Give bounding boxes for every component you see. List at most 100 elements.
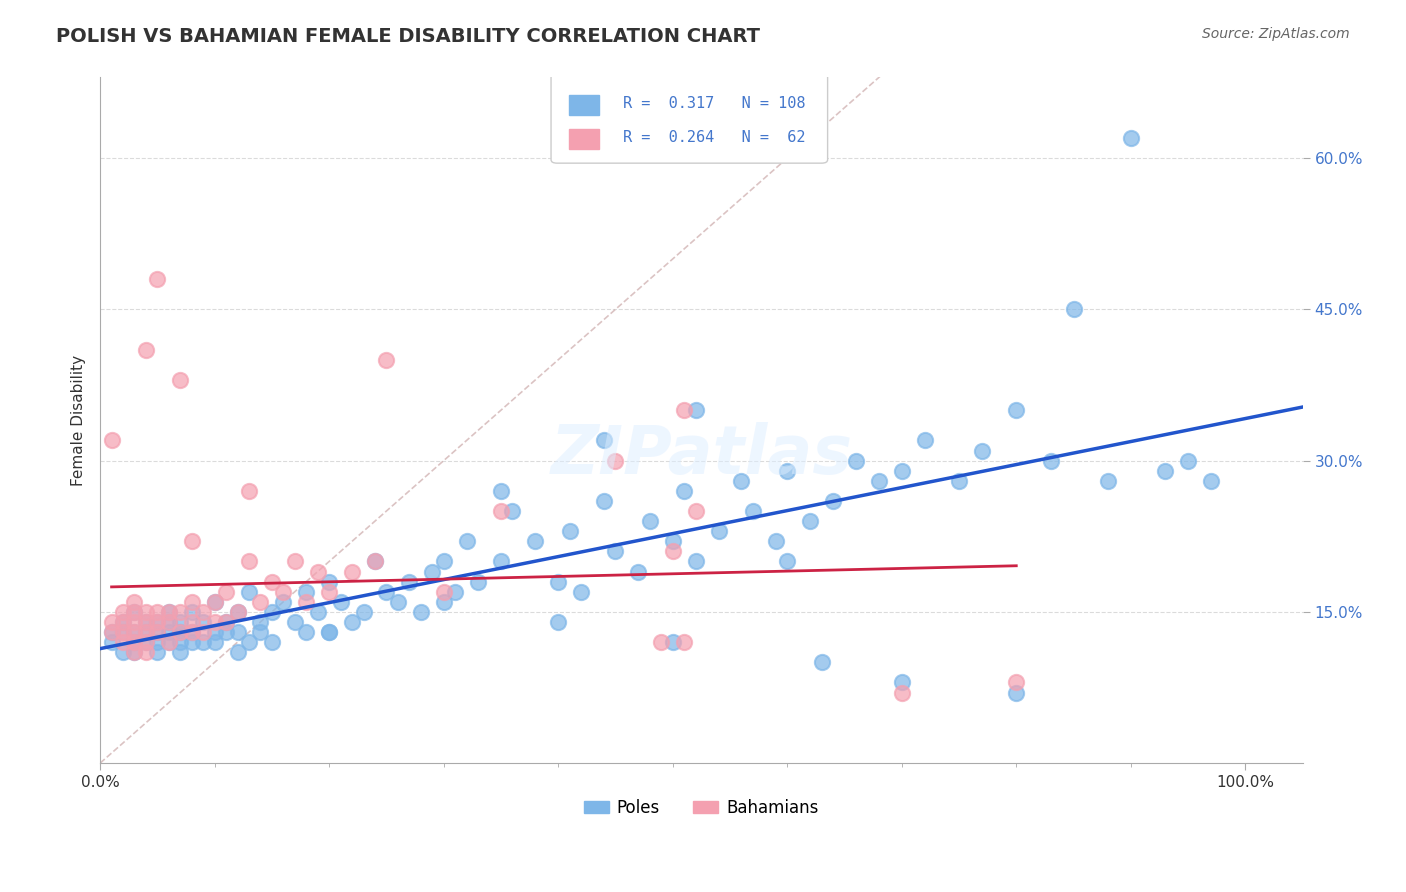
Point (157, 605, 180, 619)
Y-axis label: Female Disability: Female Disability (72, 355, 86, 486)
Point (124, 615, 146, 629)
Point (249, 625, 271, 640)
Point (707, 524, 730, 539)
Point (948, 474, 970, 488)
Point (193, 625, 215, 640)
Point (169, 635, 191, 649)
Point (169, 373, 191, 387)
Text: R =  0.317   N = 108: R = 0.317 N = 108 (623, 96, 806, 111)
Point (180, 534, 202, 549)
Point (124, 605, 146, 619)
Point (673, 483, 696, 498)
Point (180, 625, 202, 640)
Point (730, 474, 752, 488)
Point (215, 584, 238, 599)
Point (226, 625, 249, 640)
Point (353, 605, 375, 619)
Point (398, 574, 420, 589)
Point (501, 504, 523, 518)
Point (124, 595, 146, 609)
Point (204, 625, 226, 640)
Point (124, 625, 146, 640)
Point (215, 625, 238, 640)
Point (146, 615, 169, 629)
Point (112, 645, 135, 659)
Point (489, 554, 512, 568)
Point (273, 595, 295, 609)
Point (226, 605, 249, 619)
Point (112, 615, 135, 629)
Point (112, 605, 135, 619)
Point (226, 605, 249, 619)
Point (215, 615, 238, 629)
Point (180, 635, 202, 649)
Point (146, 605, 169, 619)
Point (1005, 675, 1028, 690)
Point (169, 625, 191, 640)
Point (260, 605, 283, 619)
Point (112, 635, 135, 649)
Point (890, 685, 912, 699)
Point (318, 584, 340, 599)
Point (1005, 403, 1028, 417)
Point (273, 584, 295, 599)
Point (433, 554, 456, 568)
Point (146, 645, 169, 659)
Point (1039, 453, 1062, 467)
Point (638, 514, 661, 528)
Point (204, 635, 226, 649)
Point (1097, 474, 1119, 488)
Point (364, 554, 387, 568)
Point (1005, 685, 1028, 699)
Point (685, 554, 707, 568)
Point (146, 615, 169, 629)
Point (444, 584, 467, 599)
Point (685, 504, 707, 518)
Point (135, 645, 157, 659)
Point (970, 443, 993, 458)
Point (776, 554, 799, 568)
Point (661, 534, 683, 549)
Point (329, 595, 352, 609)
Point (260, 635, 283, 649)
Point (387, 595, 409, 609)
Point (420, 565, 443, 579)
Point (169, 625, 191, 640)
Point (100, 625, 122, 640)
Point (157, 635, 180, 649)
Point (238, 635, 260, 649)
Point (868, 474, 890, 488)
Point (1199, 474, 1222, 488)
Point (593, 494, 616, 508)
Point (741, 504, 763, 518)
Point (100, 625, 122, 640)
Point (890, 464, 912, 478)
Text: Source: ZipAtlas.com: Source: ZipAtlas.com (1202, 27, 1350, 41)
Point (260, 574, 283, 589)
Point (673, 403, 696, 417)
Point (180, 595, 202, 609)
Point (135, 605, 157, 619)
Point (364, 554, 387, 568)
Point (627, 565, 650, 579)
Point (157, 635, 180, 649)
Point (776, 464, 799, 478)
Point (605, 453, 627, 467)
Point (340, 565, 363, 579)
Point (914, 434, 936, 448)
Point (180, 605, 202, 619)
Point (765, 534, 787, 549)
Point (890, 675, 912, 690)
FancyBboxPatch shape (569, 95, 599, 115)
Point (845, 453, 868, 467)
FancyBboxPatch shape (569, 128, 599, 150)
Point (238, 584, 260, 599)
Point (135, 615, 157, 629)
Point (307, 605, 329, 619)
FancyBboxPatch shape (551, 74, 828, 163)
Point (295, 625, 318, 640)
Point (124, 635, 146, 649)
Point (157, 605, 180, 619)
Point (135, 625, 157, 640)
Point (100, 635, 122, 649)
